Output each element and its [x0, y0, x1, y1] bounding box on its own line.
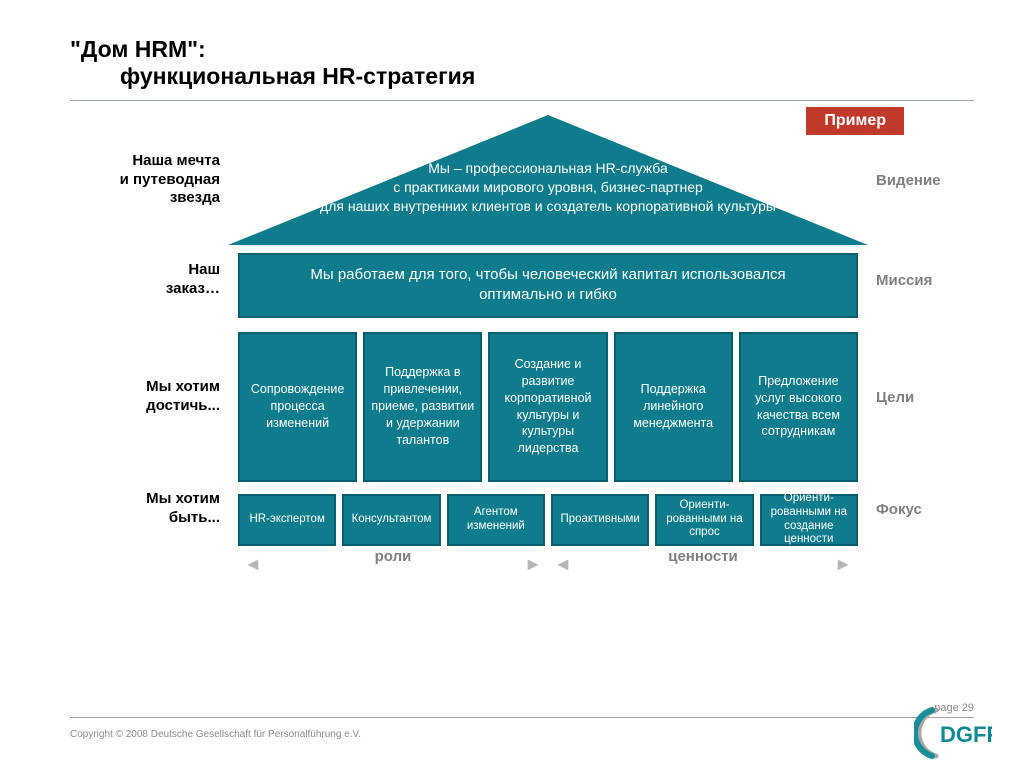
focus-box: Ориенти-рованными на создание ценности — [760, 494, 858, 546]
title-line-1: "Дом HRM": — [70, 36, 974, 63]
roles-label: роли — [375, 548, 412, 565]
arrow-left-icon: ◄ — [554, 554, 572, 575]
goal-box: Создание и развитие корпоративной культу… — [488, 332, 607, 482]
focus-box: Агентом изменений — [447, 494, 545, 546]
arrow-left-icon: ◄ — [244, 554, 262, 575]
left-label-vision: Наша мечтаи путеводная звезда — [70, 152, 220, 208]
focus-row: HR-экспертом Консультантом Агентом измен… — [238, 494, 858, 546]
title-line-2: функциональная HR-стратегия — [70, 63, 974, 90]
goal-box: Поддержка в привлечении, приеме, развити… — [363, 332, 482, 482]
group-labels-row: ◄ роли ► ◄ ценности ► — [238, 548, 858, 574]
focus-box: HR-экспертом — [238, 494, 336, 546]
roles-group: ◄ роли ► — [238, 548, 548, 574]
roof-vision-text: Мы – профессиональная HR-службас практик… — [268, 159, 828, 216]
goal-box: Предложение услуг высокого качества всем… — [739, 332, 858, 482]
goal-box: Поддержка линейного менеджмента — [614, 332, 733, 482]
arrow-right-icon: ► — [524, 554, 542, 575]
hrm-house-diagram: Пример Наша мечтаи путеводная звезда Наш… — [70, 115, 974, 574]
house-graphic: Мы – профессиональная HR-службас практик… — [228, 115, 868, 574]
arrow-right-icon: ► — [834, 554, 852, 575]
mission-bar: Мы работаем для того, чтобы человеческий… — [238, 253, 858, 318]
dgfp-logo: DGFP — [914, 704, 992, 762]
title-rule — [70, 100, 974, 101]
footer-rule — [70, 717, 974, 718]
focus-box: Ориенти-рованными на спрос — [655, 494, 753, 546]
house-roof: Мы – профессиональная HR-службас практик… — [228, 115, 868, 245]
logo-text: DGFP — [940, 722, 992, 747]
focus-box: Проактивными — [551, 494, 649, 546]
right-label-mission: Миссия — [876, 272, 932, 289]
values-label: ценности — [668, 548, 738, 565]
left-label-focus: Мы хотимбыть... — [146, 490, 220, 528]
goals-row: Сопровождение процесса изменений Поддерж… — [238, 332, 858, 482]
copyright-text: Copyright © 2008 Deutsche Gesellschaft f… — [70, 729, 361, 740]
right-label-vision: Видение — [876, 172, 941, 189]
right-label-goals: Цели — [876, 389, 914, 406]
slide-title: "Дом HRM": функциональная HR-стратегия — [70, 36, 974, 90]
left-label-mission: Нашзаказ… — [166, 261, 220, 299]
values-group: ◄ ценности ► — [548, 548, 858, 574]
left-label-goals: Мы хотимдостичь... — [146, 378, 220, 416]
goal-box: Сопровождение процесса изменений — [238, 332, 357, 482]
focus-box: Консультантом — [342, 494, 440, 546]
right-label-focus: Фокус — [876, 501, 922, 518]
